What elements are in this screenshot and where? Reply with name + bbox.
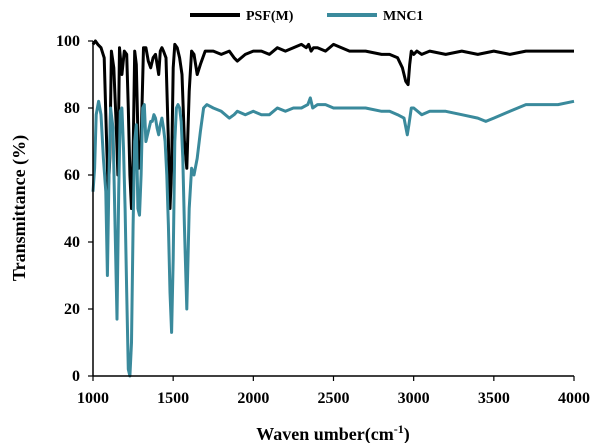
y-tick-label: 40 xyxy=(64,234,80,251)
x-axis-title: Waven umber(cm-1) xyxy=(256,422,409,443)
legend: PSF(M) MNC1 xyxy=(190,9,423,24)
legend-label-mnc1: MNC1 xyxy=(383,9,423,24)
y-axis-title: Transmittance (%) xyxy=(9,135,30,281)
y-tick-label: 60 xyxy=(64,167,80,184)
x-axis-title-main: Waven umber(cm xyxy=(256,424,393,443)
series-line-psf xyxy=(91,39,574,210)
x-tick-label: 2500 xyxy=(318,390,350,407)
x-tick-label: 2000 xyxy=(237,390,269,407)
plot-area xyxy=(91,39,575,378)
x-tick-label: 1000 xyxy=(77,390,109,407)
series-line-mnc1 xyxy=(91,96,575,378)
axes xyxy=(88,40,575,381)
x-tick-label: 1500 xyxy=(157,390,189,407)
y-tick-label: 0 xyxy=(72,368,80,385)
y-tick-label: 20 xyxy=(64,301,80,318)
x-axis-title-sup: -1 xyxy=(394,422,404,436)
x-tick-label: 4000 xyxy=(558,390,590,407)
y-tick-label: 100 xyxy=(56,33,80,50)
y-tick-label: 80 xyxy=(64,100,80,117)
tick-labels: 1000 1500 2000 2500 3000 3500 4000 0 20 40 60 80 100 xyxy=(56,33,590,407)
x-tick-label: 3000 xyxy=(398,390,430,407)
x-tick-label: 3500 xyxy=(478,390,510,407)
legend-label-psf: PSF(M) xyxy=(246,9,294,24)
x-axis-title-end: ) xyxy=(404,424,410,443)
